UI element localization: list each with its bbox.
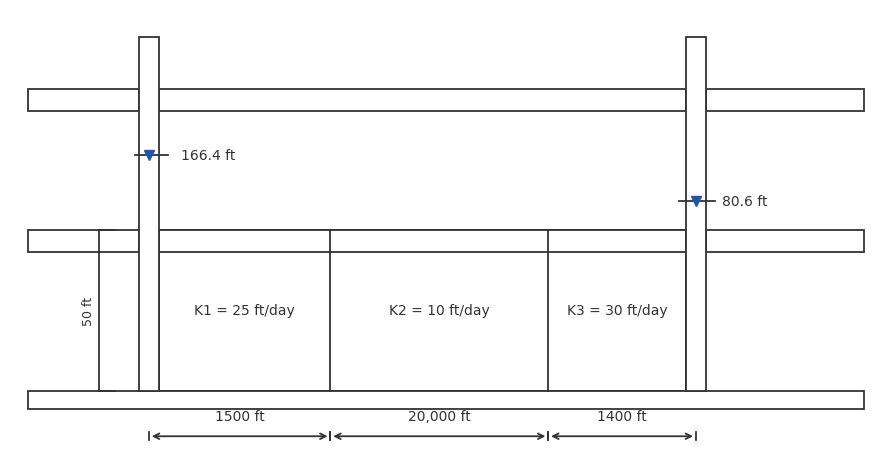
Text: 80.6 ft: 80.6 ft — [722, 194, 767, 208]
Bar — [706, 230, 864, 252]
Text: 1400 ft: 1400 ft — [597, 409, 647, 424]
Text: K2 = 10 ft/day: K2 = 10 ft/day — [389, 304, 490, 318]
Text: K1 = 25 ft/day: K1 = 25 ft/day — [194, 304, 295, 318]
Bar — [28, 391, 864, 409]
Bar — [159, 90, 686, 112]
Text: K3 = 30 ft/day: K3 = 30 ft/day — [566, 304, 667, 318]
Bar — [28, 230, 139, 252]
Bar — [159, 230, 686, 252]
Bar — [686, 38, 706, 391]
Text: 50 ft: 50 ft — [82, 296, 95, 325]
Bar — [706, 90, 864, 112]
Text: 166.4 ft: 166.4 ft — [181, 149, 235, 163]
Bar — [139, 38, 159, 391]
Text: 1500 ft: 1500 ft — [215, 409, 265, 424]
Bar — [28, 90, 139, 112]
Text: 20,000 ft: 20,000 ft — [408, 409, 471, 424]
